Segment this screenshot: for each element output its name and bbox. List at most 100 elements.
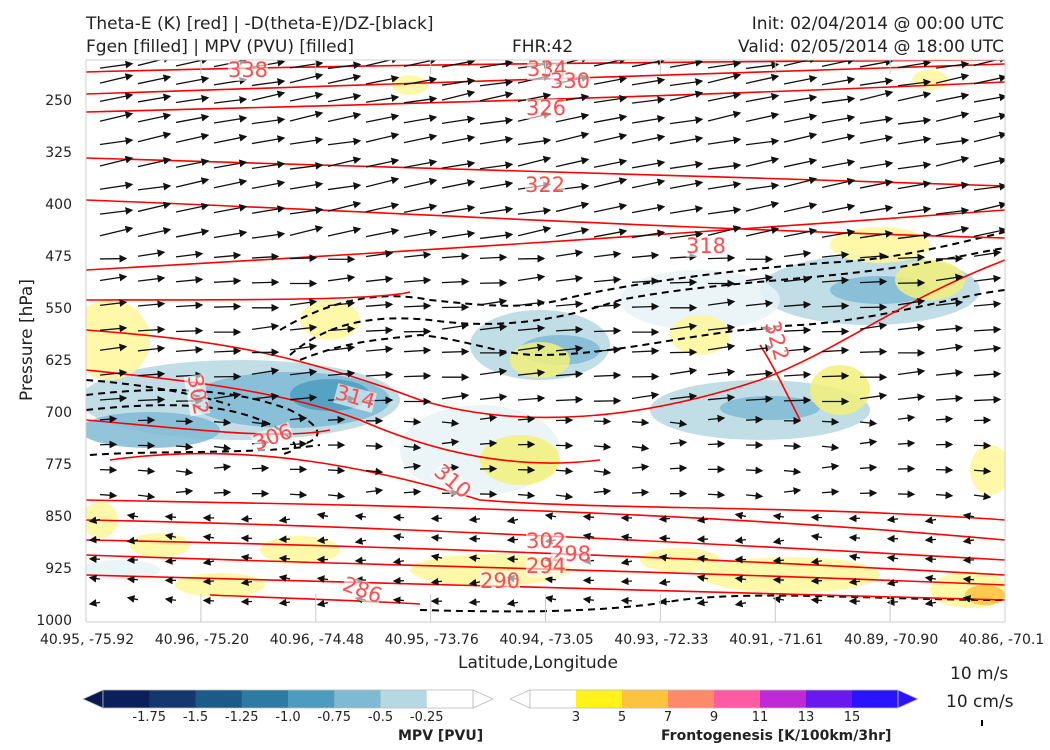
- colorbar-segment: [576, 690, 623, 708]
- wind-vector: [479, 323, 508, 332]
- wind-vector: [365, 60, 400, 67]
- wind-vector: [517, 207, 552, 215]
- wind-vector: [441, 160, 476, 169]
- wind-vector: [555, 131, 590, 143]
- wind-vector: [479, 439, 498, 448]
- wind-vector: [745, 415, 764, 424]
- wind-vector: [365, 94, 400, 103]
- wind-vector: [935, 324, 964, 333]
- wind-vector: [202, 577, 215, 586]
- wind-vector: [962, 512, 975, 521]
- wind-vector: [897, 297, 926, 306]
- wind-vector: [935, 394, 964, 403]
- wind-vector: [278, 598, 291, 607]
- wind-vector: [479, 367, 508, 376]
- wind-vector: [593, 276, 622, 284]
- wind-vector: [669, 278, 698, 287]
- wind-vector: [544, 595, 557, 603]
- dthetae-dz-contour: [89, 444, 321, 456]
- wind-vector: [669, 464, 688, 473]
- mpv-colorbar-title: MPV [PVU]: [398, 728, 484, 744]
- wind-vector: [175, 132, 210, 143]
- wind-vector: [593, 158, 628, 168]
- theta-e-contour: [109, 452, 1005, 521]
- wind-vector: [441, 134, 476, 144]
- theta-e-contour: [86, 291, 411, 301]
- fgen-colorbar-title: Frontogenesis [K/100km/3hr]: [661, 728, 892, 744]
- wind-vector: [631, 229, 666, 239]
- wind-vector: [593, 326, 622, 335]
- wind-vector: [430, 533, 443, 542]
- wind-vector: [886, 578, 899, 587]
- wind-vector: [137, 131, 172, 143]
- mpv-colorbar: [82, 689, 494, 709]
- wind-vector: [403, 203, 438, 213]
- theta-e-contour: [86, 539, 1005, 576]
- wind-vector: [555, 325, 584, 334]
- theta-e-labels: 338 3343303263223183223143023063103022982…: [183, 60, 794, 608]
- wind-vector: [821, 228, 856, 238]
- wind-vector: [137, 201, 172, 213]
- wind-vector: [821, 114, 856, 124]
- wind-vector: [810, 557, 823, 566]
- y-tick-label: 850: [45, 508, 72, 525]
- wind-vector: [707, 72, 742, 84]
- wind-vector: [327, 415, 346, 424]
- wind-vector: [859, 89, 894, 101]
- wind-vector: [403, 462, 422, 471]
- wind-vector: [555, 112, 590, 123]
- wind-vector: [240, 553, 253, 562]
- wind-vector: [213, 347, 242, 356]
- colorbar-segment: [806, 690, 853, 708]
- wind-vector: [441, 419, 460, 427]
- wind-vector: [441, 60, 476, 68]
- wind-vector: [593, 113, 628, 124]
- wind-vector: [897, 135, 932, 145]
- wind-vector: [935, 491, 954, 500]
- wind-vector: [935, 137, 970, 146]
- wind-vector: [251, 464, 270, 473]
- wind-vector: [289, 414, 308, 423]
- wind-vector: [631, 178, 666, 189]
- wind-vector: [137, 74, 172, 85]
- wind-vector: [821, 302, 850, 310]
- wind-vector: [517, 92, 552, 102]
- wind-vector: [669, 419, 688, 428]
- colorbar-tick-label: -1.0: [275, 710, 301, 725]
- wind-vector: [99, 155, 134, 167]
- wind-vector: [175, 177, 210, 188]
- wind-vector: [202, 533, 215, 542]
- wind-vector: [365, 227, 400, 238]
- wind-vector: [365, 467, 384, 476]
- wind-vector: [745, 111, 780, 123]
- wind-vector: [886, 554, 899, 563]
- wind-vector: [441, 347, 470, 356]
- wind-vector: [479, 161, 514, 170]
- wind-vector: [403, 443, 422, 452]
- wind-vector: [213, 178, 248, 189]
- dthetae-dz-contour: [86, 379, 231, 406]
- y-tick-label: 250: [45, 92, 72, 109]
- wind-vector: [555, 370, 584, 379]
- wind-vector: [848, 553, 861, 562]
- wind-vector: [593, 442, 612, 451]
- wind-vector: [859, 347, 888, 356]
- y-tick-label: 550: [45, 300, 72, 317]
- wind-vector: [327, 111, 362, 123]
- colorbar-segment: [334, 690, 381, 708]
- wind-vector: [99, 415, 118, 424]
- wind-vector: [289, 180, 324, 190]
- wind-vector: [392, 533, 405, 541]
- wind-vector: [137, 325, 166, 334]
- wind-vector: [327, 137, 362, 146]
- wind-vector: [897, 439, 916, 448]
- wind-vector: [593, 228, 628, 238]
- colorbar-segment: [149, 690, 196, 708]
- wind-vector: [897, 161, 932, 170]
- wind-vector: [289, 490, 308, 499]
- wind-vector: [251, 392, 280, 401]
- wind-vector: [669, 160, 704, 170]
- wind-vector: [631, 76, 666, 86]
- wind-vector: [126, 575, 139, 584]
- wind-vector: [392, 557, 405, 566]
